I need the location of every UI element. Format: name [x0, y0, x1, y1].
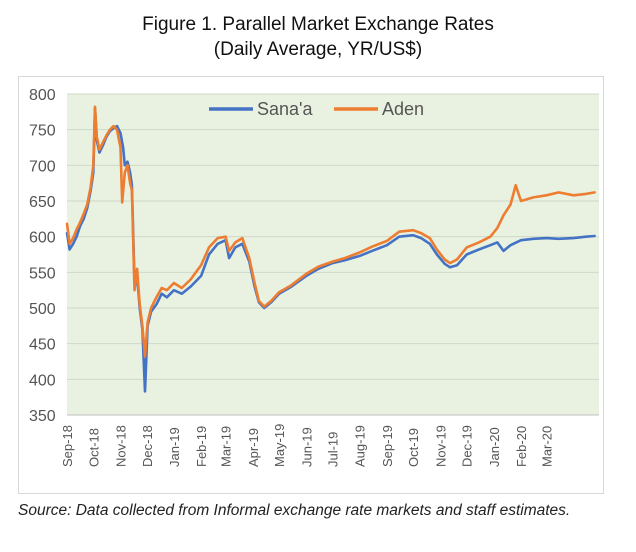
- y-tick-label: 450: [29, 337, 56, 354]
- x-tick-label: Jul-19: [326, 432, 341, 467]
- x-tick-label: Feb-19: [194, 426, 209, 467]
- y-tick-label: 500: [29, 301, 56, 318]
- x-tick-label: Mar-20: [539, 426, 554, 467]
- chart-subtitle: (Daily Average, YR/US$): [213, 39, 423, 60]
- y-tick-label: 400: [29, 372, 56, 389]
- y-tick-label: 600: [29, 230, 56, 247]
- x-tick-label: Nov-18: [113, 425, 128, 467]
- x-tick-label: Dec-18: [140, 425, 155, 467]
- x-tick-label: May-19: [272, 424, 287, 467]
- series-line: [65, 105, 596, 358]
- x-tick-label: Mar-19: [219, 426, 234, 467]
- x-tick-label: Dec-19: [460, 425, 475, 467]
- y-tick-label: 800: [29, 87, 56, 104]
- plot-background: [67, 94, 599, 415]
- x-tick-label: Aug-19: [353, 425, 368, 467]
- y-tick-label: 650: [29, 194, 56, 211]
- x-tick-label: Sep-19: [380, 425, 395, 467]
- legend-label: Sana'a: [257, 99, 313, 119]
- x-tick-label: Sep-18: [60, 425, 75, 467]
- chart-title: Figure 1. Parallel Market Exchange Rates: [142, 14, 494, 35]
- x-tick-label: Jan-19: [167, 427, 182, 467]
- x-tick-label: Apr-19: [246, 428, 261, 467]
- x-tick-label: Nov-19: [433, 425, 448, 467]
- x-tick-label: Oct-18: [86, 428, 101, 467]
- line-chart: 350 400 450 500 550 600 650 700 750 800 Sep-18 Oct-…: [29, 87, 599, 467]
- chart-area: 350 400 450 500 550 600 650 700 750 800 Sep-18 Oct-…: [18, 76, 604, 494]
- x-tick-label: Oct-19: [406, 428, 421, 467]
- y-tick-label: 700: [29, 158, 56, 175]
- y-tick-label: 550: [29, 265, 56, 282]
- x-tick-label: Jun-19: [299, 427, 314, 467]
- legend-label: Aden: [382, 99, 424, 119]
- y-tick-label: 750: [29, 123, 56, 140]
- x-tick-label: Feb-20: [514, 426, 529, 467]
- x-tick-label: Jan-20: [487, 427, 502, 467]
- source-note: Source: Data collected from Informal exc…: [18, 502, 571, 519]
- chart-title-block: Figure 1. Parallel Market Exchange Rates…: [0, 12, 636, 62]
- y-tick-label: 350: [29, 408, 56, 425]
